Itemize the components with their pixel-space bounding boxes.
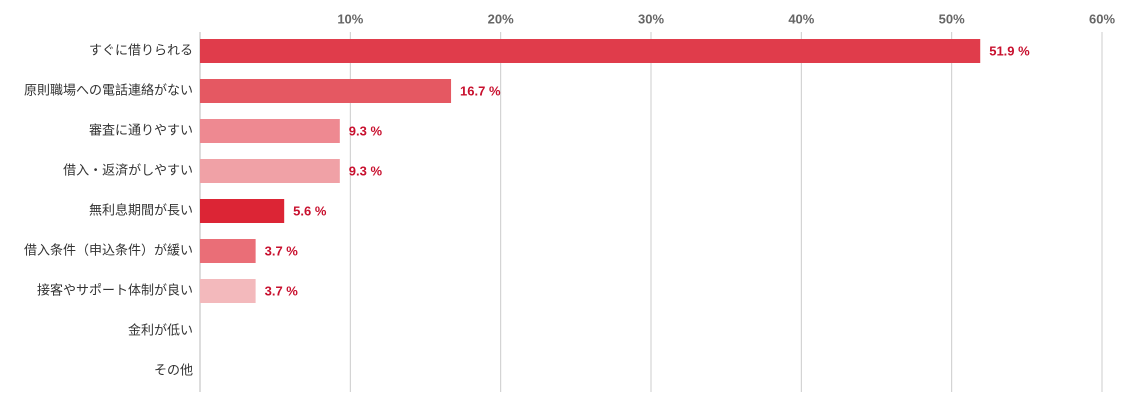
bar [200, 239, 256, 263]
category-label: その他 [154, 364, 193, 379]
category-label: 審査に通りやすい [89, 124, 193, 139]
bar [200, 39, 981, 63]
x-tick-label: 10% [337, 11, 363, 26]
value-label: 3.7 % [265, 283, 299, 298]
category-label: 原則職場への電話連絡がない [24, 83, 193, 99]
x-tick-label: 60% [1089, 11, 1115, 26]
x-tick-label: 20% [488, 11, 514, 26]
bar [200, 199, 285, 223]
category-label: 金利が低い [128, 323, 193, 339]
value-label: 16.7 % [460, 83, 501, 98]
bar [200, 79, 452, 103]
category-label: 借入・返済がしやすい [63, 163, 193, 179]
value-label: 3.7 % [265, 243, 299, 258]
x-tick-label: 30% [638, 11, 664, 26]
category-label: すぐに借りられる [89, 44, 193, 59]
bar [200, 279, 256, 303]
bar [200, 119, 340, 143]
value-label: 9.3 % [349, 123, 383, 138]
category-label: 借入条件（申込条件）が緩い [24, 243, 193, 259]
category-label: 無利息期間が長い [89, 203, 193, 219]
value-label: 51.9 % [989, 43, 1030, 58]
bar [200, 159, 340, 183]
x-tick-label: 50% [939, 11, 965, 26]
x-tick-label: 40% [788, 11, 814, 26]
category-label: 接客やサポート体制が良い [37, 283, 193, 299]
value-label: 5.6 % [293, 203, 327, 218]
value-label: 9.3 % [349, 163, 383, 178]
